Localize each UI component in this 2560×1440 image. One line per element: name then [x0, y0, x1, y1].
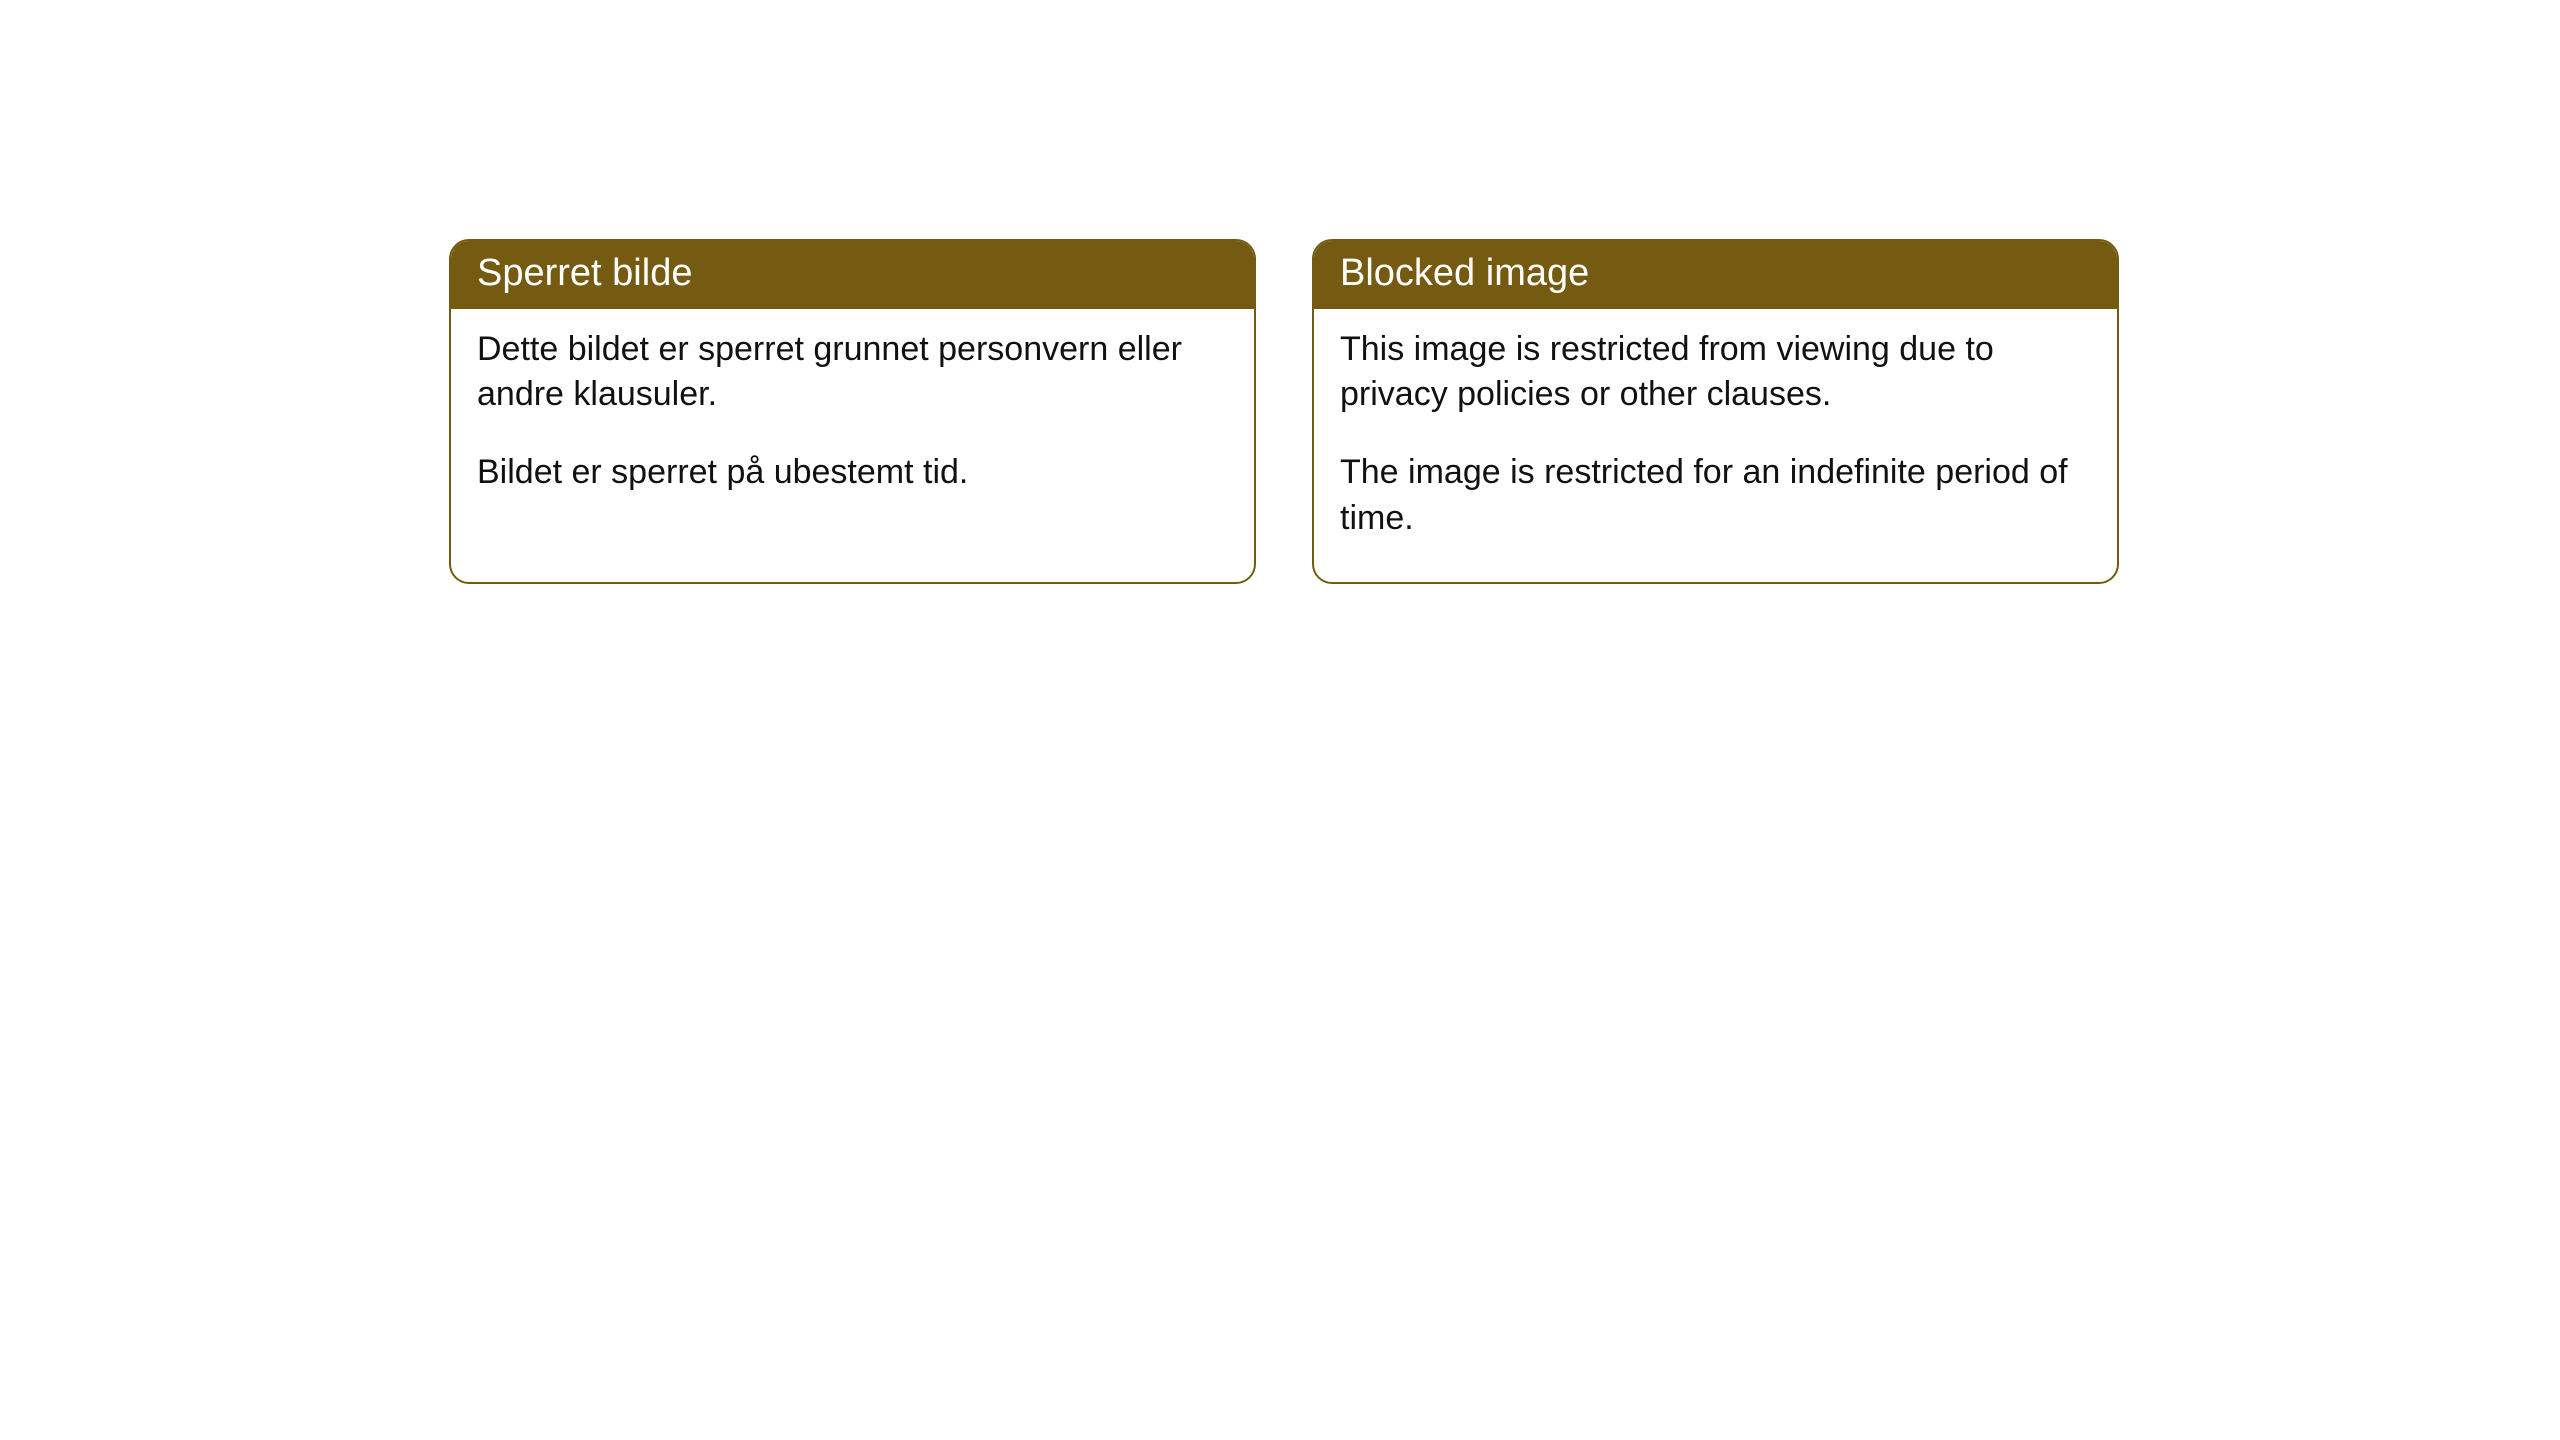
card-text-en-2: The image is restricted for an indefinit…	[1340, 450, 2091, 542]
card-body-no: Dette bildet er sperret grunnet personve…	[451, 309, 1254, 537]
card-title-no: Sperret bilde	[451, 241, 1254, 309]
blocked-image-card-en: Blocked image This image is restricted f…	[1312, 239, 2119, 584]
notice-cards-container: Sperret bilde Dette bildet er sperret gr…	[449, 239, 2119, 584]
card-text-no-1: Dette bildet er sperret grunnet personve…	[477, 327, 1228, 419]
card-title-en: Blocked image	[1314, 241, 2117, 309]
card-text-en-1: This image is restricted from viewing du…	[1340, 327, 2091, 419]
card-body-en: This image is restricted from viewing du…	[1314, 309, 2117, 583]
card-text-no-2: Bildet er sperret på ubestemt tid.	[477, 450, 1228, 496]
blocked-image-card-no: Sperret bilde Dette bildet er sperret gr…	[449, 239, 1256, 584]
